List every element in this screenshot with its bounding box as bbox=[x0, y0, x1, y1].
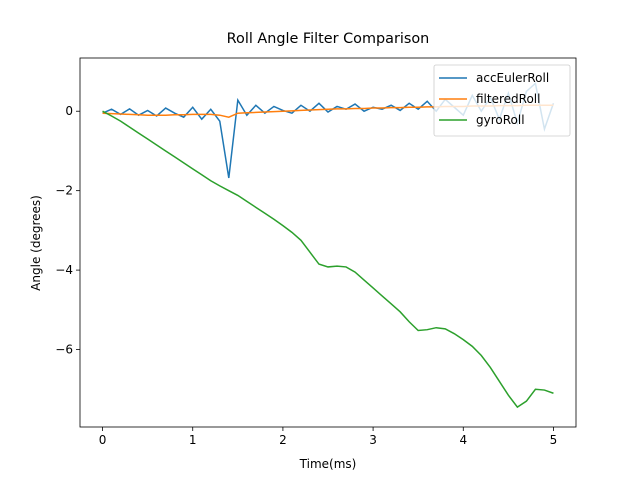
x-tick-label: 0 bbox=[99, 433, 107, 447]
legend-label: filteredRoll bbox=[476, 92, 540, 106]
x-tick-label: 5 bbox=[550, 433, 558, 447]
y-tick-label: −6 bbox=[55, 343, 73, 357]
y-tick-label: −4 bbox=[55, 263, 73, 277]
legend-label: accEulerRoll bbox=[476, 71, 549, 85]
x-tick-label: 4 bbox=[459, 433, 467, 447]
legend-label: gyroRoll bbox=[476, 113, 525, 127]
legend-box bbox=[433, 64, 571, 137]
x-axis-label: Time(ms) bbox=[299, 457, 357, 471]
y-tick-label: −2 bbox=[55, 184, 73, 198]
x-tick-label: 3 bbox=[369, 433, 377, 447]
y-tick-label: 0 bbox=[65, 104, 73, 118]
line-series bbox=[102, 110, 554, 409]
x-tick-label: 2 bbox=[279, 433, 287, 447]
axes-frame bbox=[79, 57, 577, 428]
y-axis-label: Angle (degrees) bbox=[29, 195, 43, 291]
x-tick-label: 1 bbox=[189, 433, 197, 447]
chart-title: Roll Angle Filter Comparison bbox=[227, 31, 430, 47]
